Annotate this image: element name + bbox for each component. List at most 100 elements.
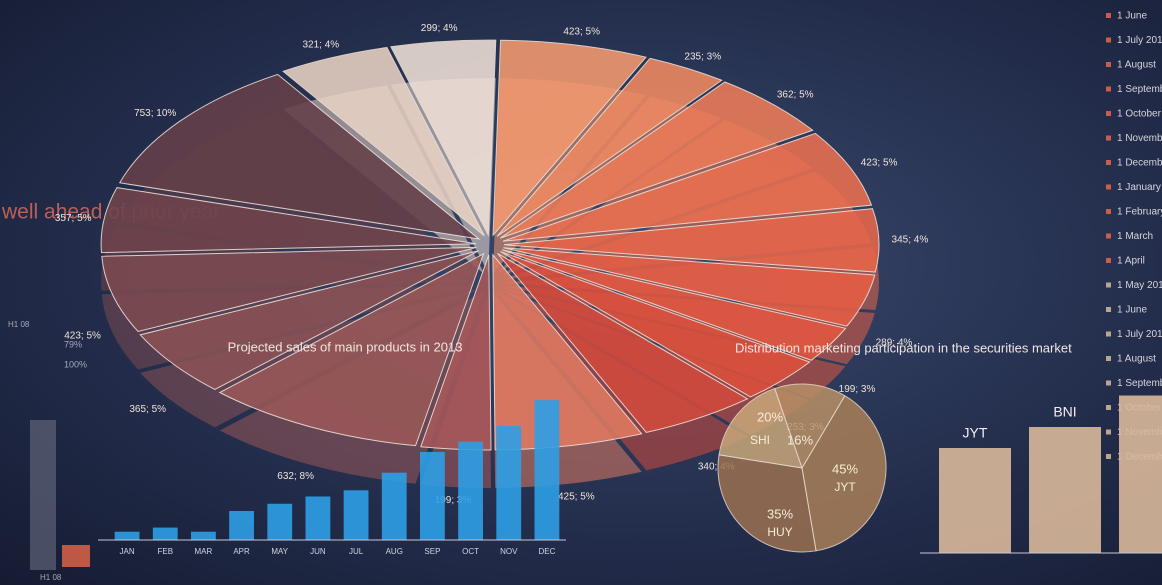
slice-label: 16% bbox=[787, 432, 813, 447]
slice bbox=[503, 247, 876, 327]
x-tick-label: MAR bbox=[195, 547, 213, 556]
x-tick-label: DEC bbox=[538, 547, 555, 556]
annotation: H1 08 bbox=[8, 320, 30, 329]
bar bbox=[343, 490, 369, 540]
legend-swatch bbox=[1106, 429, 1111, 435]
slice-label: 357; 5% bbox=[55, 213, 92, 224]
legend-swatch bbox=[1106, 258, 1111, 263]
slice bbox=[139, 250, 479, 390]
slice bbox=[500, 251, 811, 398]
legend-label: 1 December bbox=[1117, 158, 1162, 169]
slice bbox=[496, 57, 723, 237]
slice-label: 235; 3% bbox=[684, 51, 721, 62]
legend-swatch bbox=[1106, 331, 1111, 337]
slice-label: 199; 3% bbox=[435, 495, 472, 506]
legend-swatch bbox=[1106, 111, 1111, 116]
slice-label: 425; 5% bbox=[558, 491, 595, 502]
x-tick-label: MAY bbox=[271, 547, 288, 556]
slice-name: SHI bbox=[750, 433, 770, 447]
slice bbox=[502, 249, 847, 361]
slice-label: 340; 4% bbox=[698, 462, 735, 473]
slice-name: JYT bbox=[834, 480, 856, 494]
slice bbox=[499, 81, 814, 239]
slice-label: 423; 5% bbox=[861, 157, 898, 168]
legend-swatch bbox=[1106, 380, 1111, 386]
bar bbox=[152, 527, 178, 540]
slice-label: 345; 4% bbox=[892, 235, 929, 246]
legend-swatch bbox=[1106, 454, 1111, 459]
legend-swatch bbox=[1106, 184, 1111, 190]
bar bbox=[420, 451, 445, 540]
legend-swatch bbox=[1106, 233, 1111, 239]
legend-label: 1 June bbox=[1117, 305, 1147, 316]
slice bbox=[801, 395, 887, 552]
slice-label: 289; 4% bbox=[876, 337, 913, 348]
gauge bbox=[30, 420, 56, 570]
slice bbox=[420, 254, 492, 451]
slice-label: 45% bbox=[832, 461, 858, 476]
slice-label: 299; 4% bbox=[421, 23, 458, 34]
legend-label: 1 July 2012 bbox=[1117, 35, 1162, 46]
slice bbox=[503, 208, 880, 273]
slice bbox=[100, 187, 477, 254]
bar bbox=[305, 496, 331, 540]
slice-label: 632; 8% bbox=[277, 471, 314, 482]
slice bbox=[492, 39, 647, 237]
x-tick-label: JAN bbox=[120, 547, 135, 556]
chart-title: Projected sales of main products in 2013 bbox=[228, 339, 463, 354]
legend-swatch bbox=[1106, 37, 1111, 43]
legend-swatch bbox=[1106, 307, 1111, 312]
legend-label: 1 February bbox=[1117, 207, 1162, 218]
legend-swatch bbox=[1106, 209, 1111, 214]
slice bbox=[101, 246, 477, 333]
slice-name: HUY bbox=[767, 525, 792, 539]
bar bbox=[496, 426, 522, 540]
slice bbox=[118, 73, 481, 240]
x-tick-label: BNI bbox=[1053, 404, 1076, 420]
x-tick-label: AUG bbox=[386, 547, 403, 556]
x-tick-label: JUN bbox=[310, 547, 326, 556]
slice bbox=[502, 132, 873, 242]
bar bbox=[114, 531, 140, 540]
legend-label: 1 November bbox=[1117, 133, 1162, 144]
legend-swatch bbox=[1106, 282, 1111, 288]
x-tick-label: JUL bbox=[349, 547, 364, 556]
legend-swatch bbox=[1106, 86, 1111, 92]
annotation: 100% bbox=[64, 359, 87, 369]
chart-title: Distribution marketing participation in … bbox=[735, 340, 1072, 355]
slice-label: 362; 5% bbox=[777, 90, 814, 101]
bar bbox=[191, 531, 216, 540]
slice bbox=[717, 454, 817, 553]
legend-label: 1 April bbox=[1117, 256, 1145, 267]
legend-label: 1 January bbox=[1117, 182, 1161, 193]
slice-label: 199; 3% bbox=[839, 384, 876, 395]
bar bbox=[1119, 395, 1162, 553]
legend-swatch bbox=[1106, 405, 1111, 410]
bar bbox=[939, 448, 1011, 553]
x-tick-label: NOV bbox=[500, 547, 518, 556]
bar bbox=[1029, 427, 1101, 553]
slice-label: 321; 4% bbox=[302, 40, 339, 51]
slice-label: 35% bbox=[767, 506, 793, 521]
bar bbox=[458, 441, 483, 540]
legend-label: 1 July 2013 bbox=[1117, 329, 1162, 340]
bar bbox=[534, 400, 560, 540]
slice bbox=[774, 383, 846, 470]
bar bbox=[267, 503, 293, 540]
x-tick-label: FEB bbox=[157, 547, 173, 556]
legend-swatch bbox=[1106, 160, 1111, 165]
legend-label: 1 September bbox=[1117, 378, 1162, 389]
gauge-mark bbox=[62, 545, 90, 567]
legend-label: 1 August bbox=[1117, 60, 1156, 71]
bar bbox=[229, 511, 254, 540]
legend-label: 1 October bbox=[1117, 109, 1162, 120]
slice-label: 423; 5% bbox=[64, 331, 101, 342]
legend-label: 1 June bbox=[1117, 11, 1147, 22]
annotation: 79% bbox=[64, 339, 82, 349]
x-tick-label: APR bbox=[233, 547, 250, 556]
legend-swatch bbox=[1106, 356, 1111, 361]
x-tick-label: JYT bbox=[963, 425, 988, 441]
slice bbox=[218, 252, 485, 447]
slice-label: 365; 5% bbox=[129, 404, 166, 415]
legend-swatch bbox=[1106, 62, 1111, 67]
